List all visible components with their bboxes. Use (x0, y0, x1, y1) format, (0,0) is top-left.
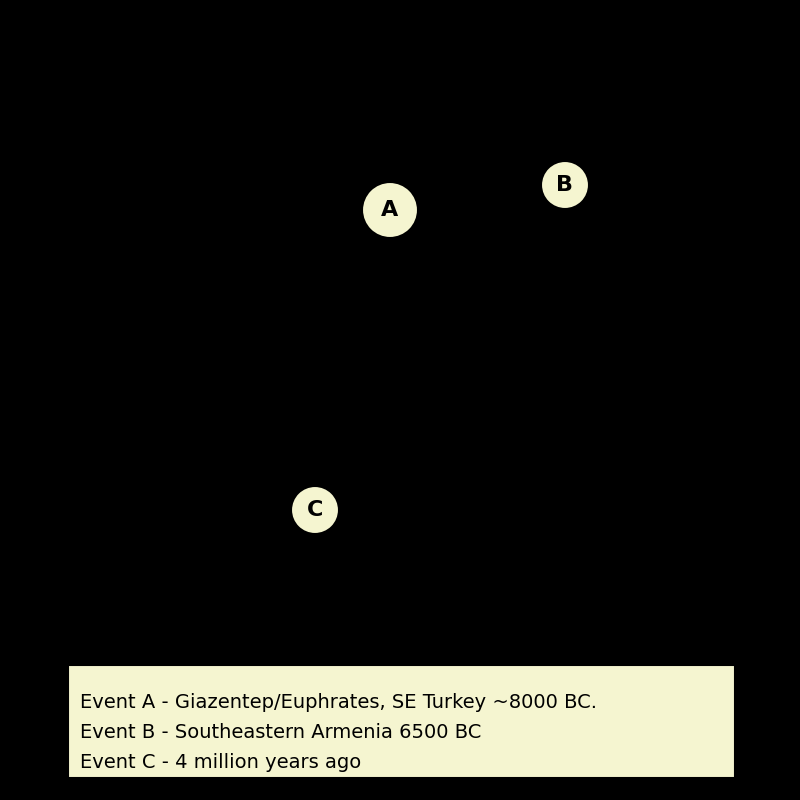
FancyBboxPatch shape (68, 665, 735, 778)
Circle shape (291, 486, 339, 534)
Text: C: C (307, 500, 323, 520)
Circle shape (541, 161, 589, 209)
Text: Event B - Southeastern Armenia 6500 BC: Event B - Southeastern Armenia 6500 BC (80, 723, 482, 742)
Text: B: B (557, 175, 574, 195)
Text: Event C - 4 million years ago: Event C - 4 million years ago (80, 753, 362, 772)
Text: Event A - Giazentep/Euphrates, SE Turkey ~8000 BC.: Event A - Giazentep/Euphrates, SE Turkey… (80, 693, 597, 712)
Circle shape (362, 182, 418, 238)
Text: A: A (382, 200, 398, 220)
